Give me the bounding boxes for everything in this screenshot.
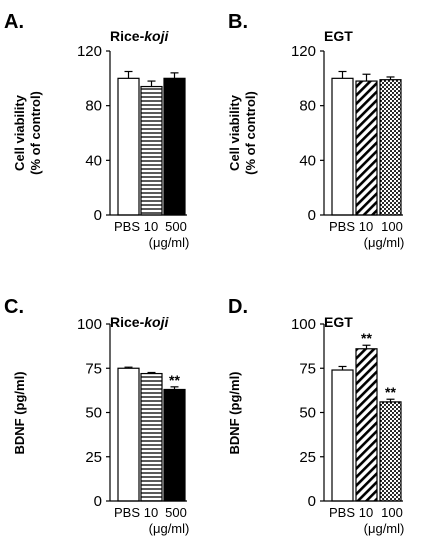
y-tick-label: 80 [85,98,102,115]
x-tick-label: 500 [165,219,187,234]
y-axis-label-line: (% of control) [243,91,258,175]
chart-title-part: Rice- [110,28,145,44]
bar-10 [140,85,163,216]
y-tick-label: 75 [299,360,316,377]
bar-PBS [331,77,354,216]
y-tick-label: 40 [299,152,316,169]
panel-1: B. EGT Cell viability(% of control) 0 40 80 12… [227,11,404,250]
y-tick-label: 0 [94,493,102,510]
panel-label: A. [4,11,24,33]
x-tick-label: PBS [114,219,140,234]
chart-title: EGT [324,28,353,44]
bar-100 [379,79,402,216]
x-tick-label: 100 [381,219,403,234]
x-unit-label: (μg/ml) [149,521,190,536]
x-tick-label: PBS [329,505,355,520]
bar-PBS [117,367,140,502]
y-axis-label-line: BDNF (pg/ml) [12,371,27,454]
y-tick-label: 25 [85,449,102,466]
y-tick-label: 0 [308,493,316,510]
chart-title-part: EGT [324,314,353,330]
y-axis-label-line: Cell viability [12,94,27,171]
x-tick-label: 100 [381,505,403,520]
bar-500 [163,77,186,216]
y-tick-label: 50 [299,405,316,422]
chart-title: Rice-koji [110,28,169,44]
x-tick-label: 10 [359,505,373,520]
y-axis-label: Cell viability(% of control) [12,91,43,175]
y-axis-label-line: (% of control) [28,91,43,175]
x-tick-label: PBS [329,219,355,234]
significance-marker: ** [385,384,396,400]
y-tick-label: 100 [77,316,102,333]
panel-2: C. Rice-koji BDNF (pg/ml) 0 25 50 75 100 PBS 10 **… [4,296,189,536]
x-tick-label: 500 [165,505,187,520]
x-tick-label: 10 [359,219,373,234]
x-tick-label: 10 [144,219,158,234]
x-tick-label: PBS [114,505,140,520]
chart-title-part: koji [144,314,169,330]
bar-PBS [117,77,140,216]
chart-title: Rice-koji [110,314,169,330]
bar-100 [379,401,402,502]
panel-0: A. Rice-koji Cell viability(% of control) 0… [4,11,189,250]
y-axis-label-line: Cell viability [227,94,242,171]
bar-10 [355,80,378,216]
bar-500 [163,388,186,502]
x-tick-label: 10 [144,505,158,520]
y-tick-label: 100 [291,316,316,333]
panel-label: C. [4,296,24,318]
y-tick-label: 75 [85,360,102,377]
y-axis-label-line: BDNF (pg/ml) [227,371,242,454]
panel-label: D. [228,296,248,318]
chart-title-part: Rice- [110,314,145,330]
chart-title-part: koji [144,28,169,44]
bar-10 [140,372,163,502]
y-tick-label: 120 [291,43,316,60]
panel-label: B. [228,11,248,33]
y-tick-label: 80 [299,98,316,115]
y-axis-label: Cell viability(% of control) [227,91,258,175]
bar-PBS [331,369,354,502]
bar-10 [355,348,378,502]
significance-marker: ** [169,372,180,388]
y-tick-label: 120 [77,43,102,60]
y-axis-label: BDNF (pg/ml) [227,371,242,454]
x-unit-label: (μg/ml) [364,235,405,250]
x-unit-label: (μg/ml) [364,521,405,536]
y-tick-label: 50 [85,405,102,422]
chart-title-part: EGT [324,28,353,44]
y-tick-label: 40 [85,152,102,169]
y-tick-label: 25 [299,449,316,466]
y-tick-label: 0 [308,207,316,224]
significance-marker: ** [361,330,372,346]
chart-title: EGT [324,314,353,330]
x-unit-label: (μg/ml) [149,235,190,250]
y-tick-label: 0 [94,207,102,224]
y-axis-label: BDNF (pg/ml) [12,371,27,454]
